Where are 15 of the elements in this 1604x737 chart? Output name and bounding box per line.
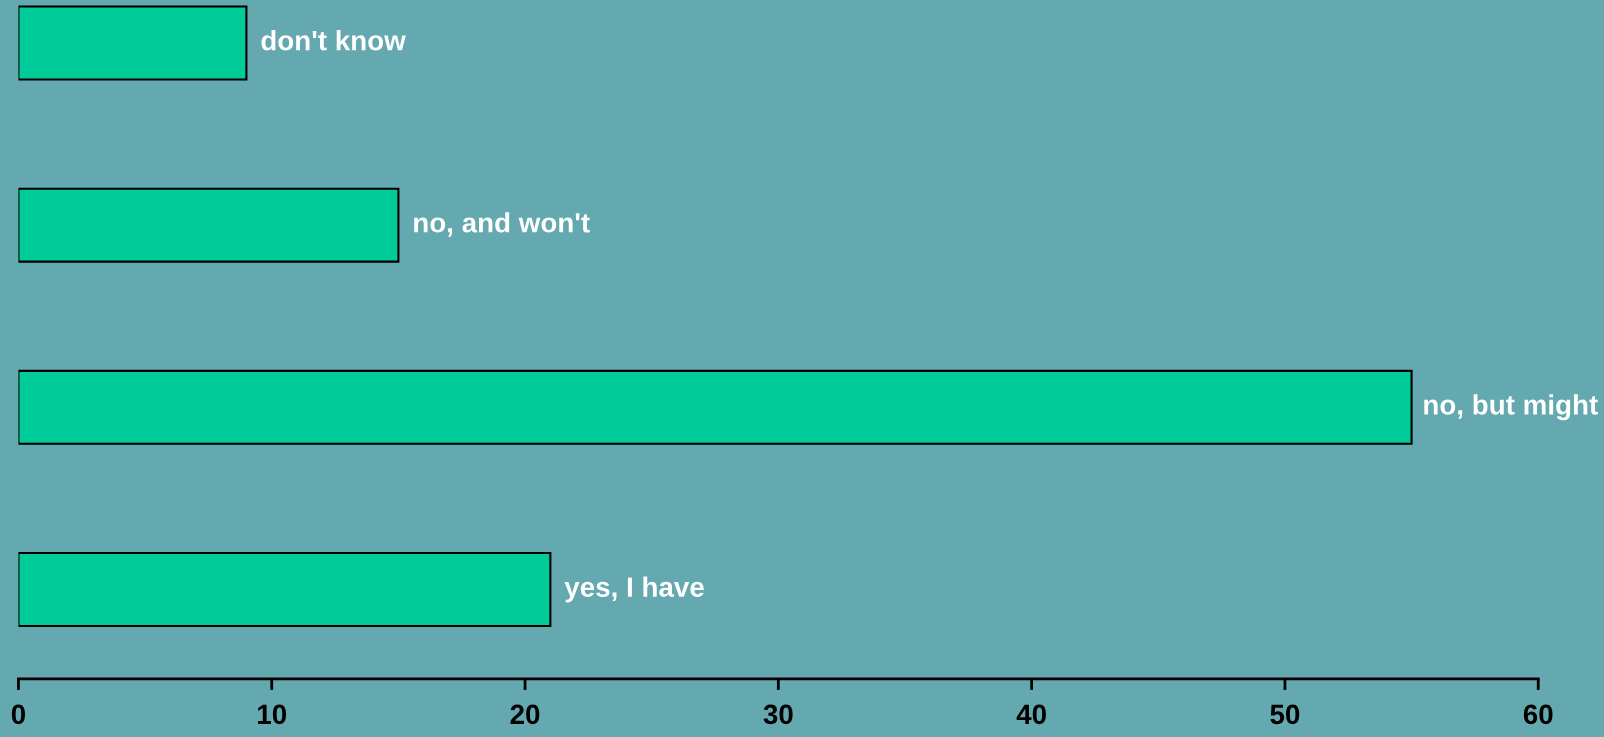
x-tick-label: 10 [258,704,287,725]
bar [18,5,248,81]
x-tick-label: 20 [510,704,540,725]
x-tick-label: 50 [1270,704,1300,725]
x-tick-label: 40 [1016,704,1046,725]
x-tick-label: 60 [1523,704,1553,725]
bar [18,187,400,263]
y-tick-label: don't know [261,30,406,51]
y-tick-label: no, and won't [414,212,590,237]
bar [18,552,552,627]
bar [18,369,1413,445]
y-tick-label: yes, I have [564,576,704,603]
y-tick-label: no, but might [1424,394,1598,421]
x-tick-label: 30 [763,704,793,725]
x-tick-label: 0 [11,704,26,725]
